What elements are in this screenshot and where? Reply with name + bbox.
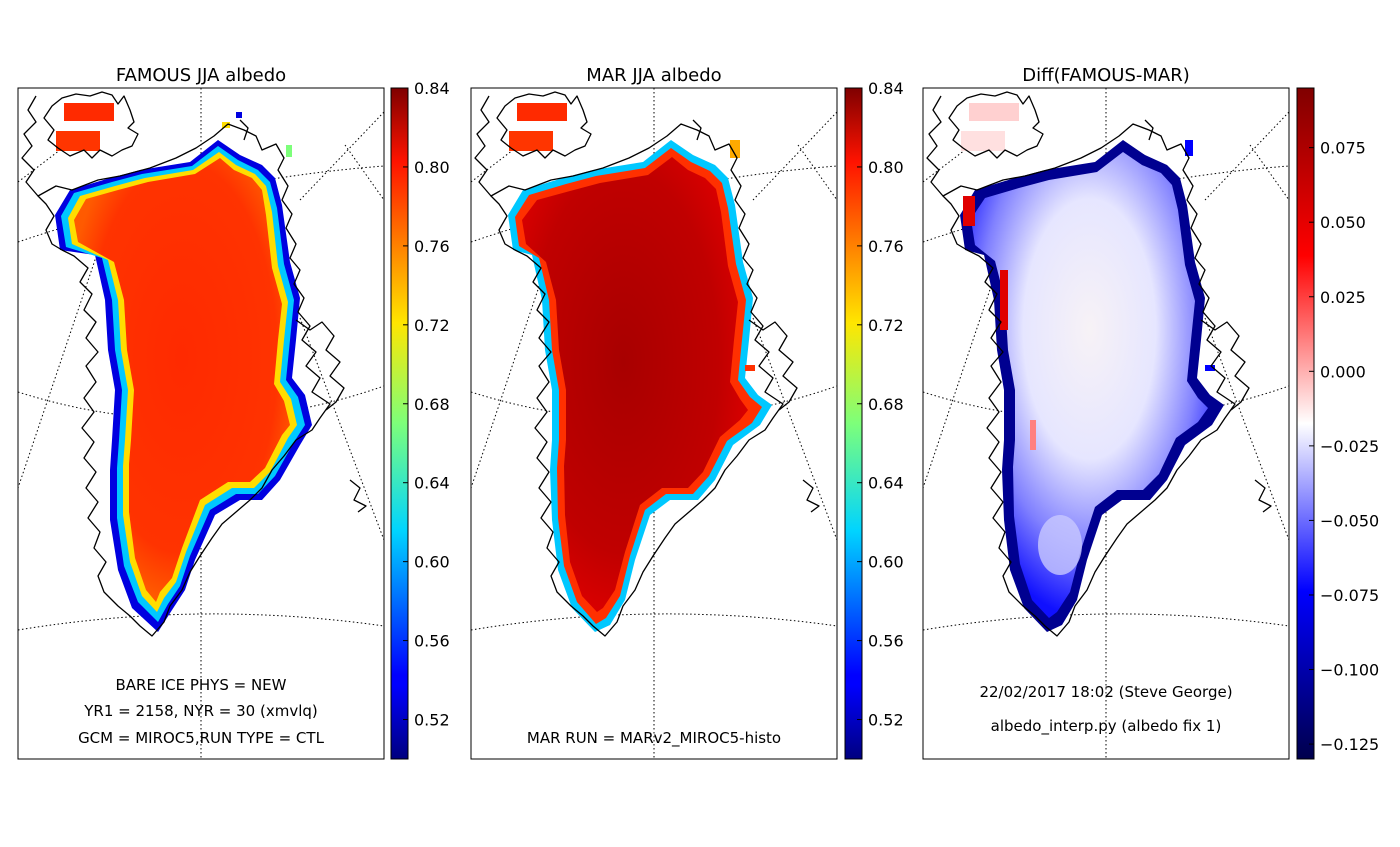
- panel-mar: MAR JJA albedo: [470, 65, 904, 760]
- colorbar-tick-label: 0.64: [414, 474, 450, 493]
- panel-diff-annotation-2: albedo_interp.py (albedo fix 1): [991, 717, 1222, 736]
- panel-mar-title: MAR JJA albedo: [586, 65, 721, 86]
- coastline: [926, 91, 1272, 637]
- coastline: [21, 91, 367, 637]
- ice-sheet: [508, 103, 772, 632]
- positive-margin-nw: [963, 196, 1036, 450]
- colorbar-tick-label: −0.050: [1320, 511, 1379, 530]
- colorbar-diff: 0.075 0.050 0.025 0.000 −0.025 −0.050 −0.075 −0…: [1296, 87, 1379, 760]
- northern-islands: [961, 103, 1215, 371]
- colorbar-tick-label: 0.075: [1320, 139, 1366, 158]
- panel-famous-frame: [17, 87, 385, 760]
- northern-islands: [56, 103, 292, 157]
- colorbar-tick-label: 0.68: [414, 395, 450, 414]
- graticule: [18, 88, 384, 759]
- colorbar-tick-label: 0.64: [868, 474, 904, 493]
- panel-mar-frame: [470, 87, 838, 760]
- colorbar-tick-label: 0.52: [868, 711, 904, 730]
- colorbar-famous: 0.84 0.80 0.76 0.72 0.68 0.64 0.60 0.56 0.52: [390, 79, 450, 760]
- colorbar-tick-label: 0.025: [1320, 288, 1366, 307]
- colorbar-tick-label: −0.100: [1320, 661, 1379, 680]
- colorbar-tick-label: −0.025: [1320, 437, 1379, 456]
- northern-islands: [509, 103, 755, 371]
- panel-diff-title: Diff(FAMOUS-MAR): [1022, 65, 1189, 86]
- colorbar-tick-label: 0.56: [868, 632, 904, 651]
- panel-diff: Diff(FAMOUS-MAR): [922, 65, 1379, 760]
- ice-sheet: [960, 103, 1224, 632]
- panel-famous-annotation-1: BARE ICE PHYS = NEW: [115, 676, 286, 694]
- panel-famous-annotation-2: YR1 = 2158, NYR = 30 (xmvlq): [83, 702, 317, 720]
- colorbar-tick-label: 0.76: [868, 237, 904, 256]
- panel-diff-map: [923, 88, 1289, 759]
- panel-diff-frame: [922, 87, 1290, 760]
- colorbar-diff-ticks: 0.075 0.050 0.025 0.000 −0.025 −0.050 −0.075 −0…: [1309, 139, 1379, 754]
- colorbar-famous-ticks: 0.84 0.80 0.76 0.72 0.68 0.64 0.60 0.56 0.52: [403, 79, 450, 730]
- colorbar-tick-label: 0.76: [414, 237, 450, 256]
- panel-famous: FAMOUS JJA albedo: [17, 65, 450, 760]
- panel-famous-annotation-3: GCM = MIROC5,RUN TYPE = CTL: [78, 729, 325, 747]
- colorbar-tick-label: 0.60: [414, 553, 450, 572]
- colorbar-mar: 0.84 0.80 0.76 0.72 0.68 0.64 0.60 0.56 0.52: [844, 79, 904, 760]
- colorbar-tick-label: 0.80: [414, 158, 450, 177]
- colorbar-tick-label: 0.80: [868, 158, 904, 177]
- panel-diff-annotation-1: 22/02/2017 18:02 (Steve George): [979, 683, 1232, 701]
- colorbar-tick-label: 0.050: [1320, 213, 1366, 232]
- colorbar-tick-label: 0.56: [414, 632, 450, 651]
- colorbar-tick-label: 0.000: [1320, 362, 1366, 381]
- colorbar-tick-label: −0.125: [1320, 735, 1379, 754]
- panel-mar-map: [471, 88, 837, 759]
- colorbar-tick-label: −0.075: [1320, 586, 1379, 605]
- graticule: [923, 88, 1289, 759]
- colorbar-mar-ticks: 0.84 0.80 0.76 0.72 0.68 0.64 0.60 0.56 0.52: [857, 79, 904, 730]
- graticule: [471, 88, 837, 759]
- colorbar-tick-label: 0.72: [414, 316, 450, 335]
- panel-mar-annotation-1: MAR RUN = MARv2_MIROC5-histo: [527, 729, 781, 748]
- coastline: [474, 91, 820, 637]
- ice-sheet: [55, 103, 312, 632]
- colorbar-tick-label: 0.52: [414, 711, 450, 730]
- panel-famous-title: FAMOUS JJA albedo: [116, 65, 286, 86]
- colorbar-tick-label: 0.72: [868, 316, 904, 335]
- colorbar-tick-label: 0.68: [868, 395, 904, 414]
- colorbar-tick-label: 0.84: [868, 79, 904, 98]
- colorbar-tick-label: 0.60: [868, 553, 904, 572]
- colorbar-tick-label: 0.84: [414, 79, 450, 98]
- panel-famous-map: [18, 88, 384, 759]
